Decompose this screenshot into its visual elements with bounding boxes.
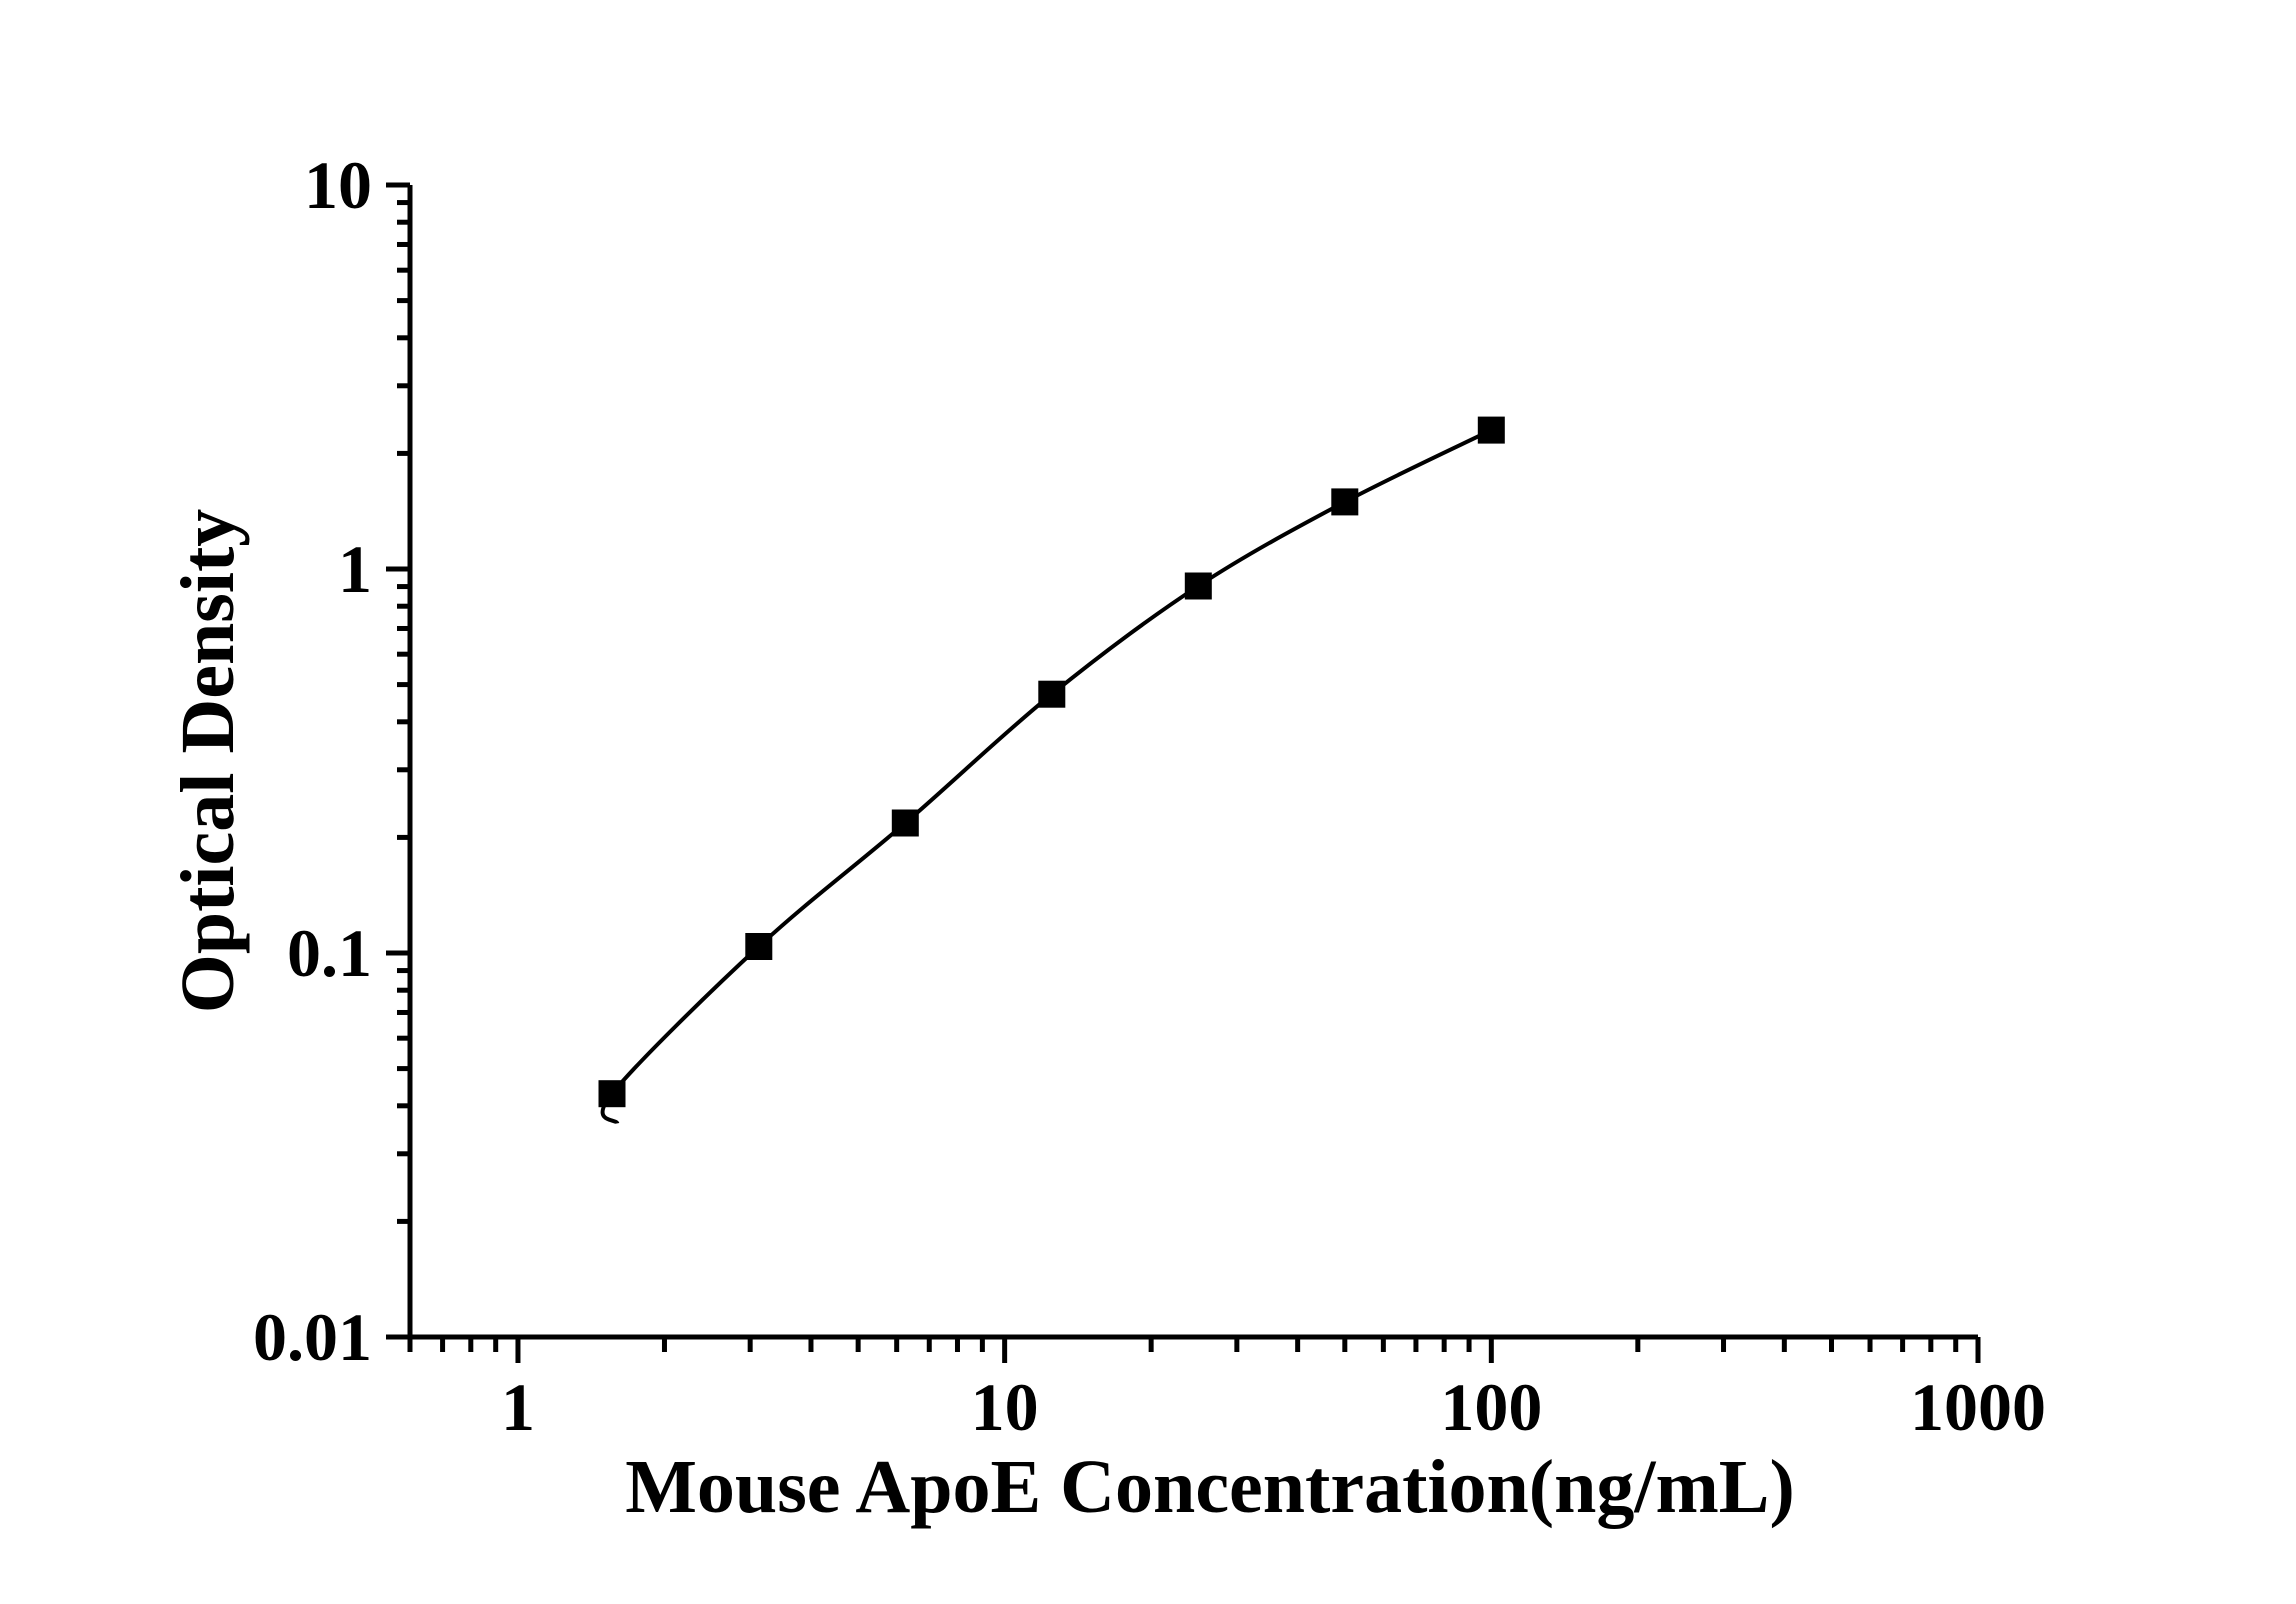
x-axis-title: Mouse ApoE Concentration(ng/mL) bbox=[625, 1445, 1795, 1529]
data-point-marker bbox=[1038, 680, 1066, 708]
x-tick-label: 1 bbox=[501, 1369, 535, 1445]
x-tick-label: 10 bbox=[971, 1369, 1039, 1445]
data-point-marker bbox=[1477, 416, 1505, 444]
data-point-marker bbox=[598, 1080, 626, 1108]
data-point-marker bbox=[891, 809, 919, 837]
x-tick-label: 1000 bbox=[1910, 1369, 2046, 1445]
y-tick-label: 0.1 bbox=[287, 915, 372, 991]
data-point-marker bbox=[745, 933, 773, 960]
x-tick-label: 100 bbox=[1440, 1369, 1542, 1445]
axes-frame bbox=[407, 185, 1978, 1340]
y-tick-label: 10 bbox=[304, 147, 372, 223]
y-tick-label: 0.01 bbox=[253, 1299, 372, 1375]
data-point-marker bbox=[1184, 572, 1212, 600]
data-point-marker bbox=[1331, 488, 1359, 516]
chart-generated-content: 1 10 100 1000 0.01 0.1 1 10 bbox=[253, 147, 2046, 1445]
fit-line bbox=[600, 428, 1493, 1125]
y-axis-title: Optical Density bbox=[166, 509, 250, 1014]
y-tick-label: 1 bbox=[338, 531, 372, 607]
